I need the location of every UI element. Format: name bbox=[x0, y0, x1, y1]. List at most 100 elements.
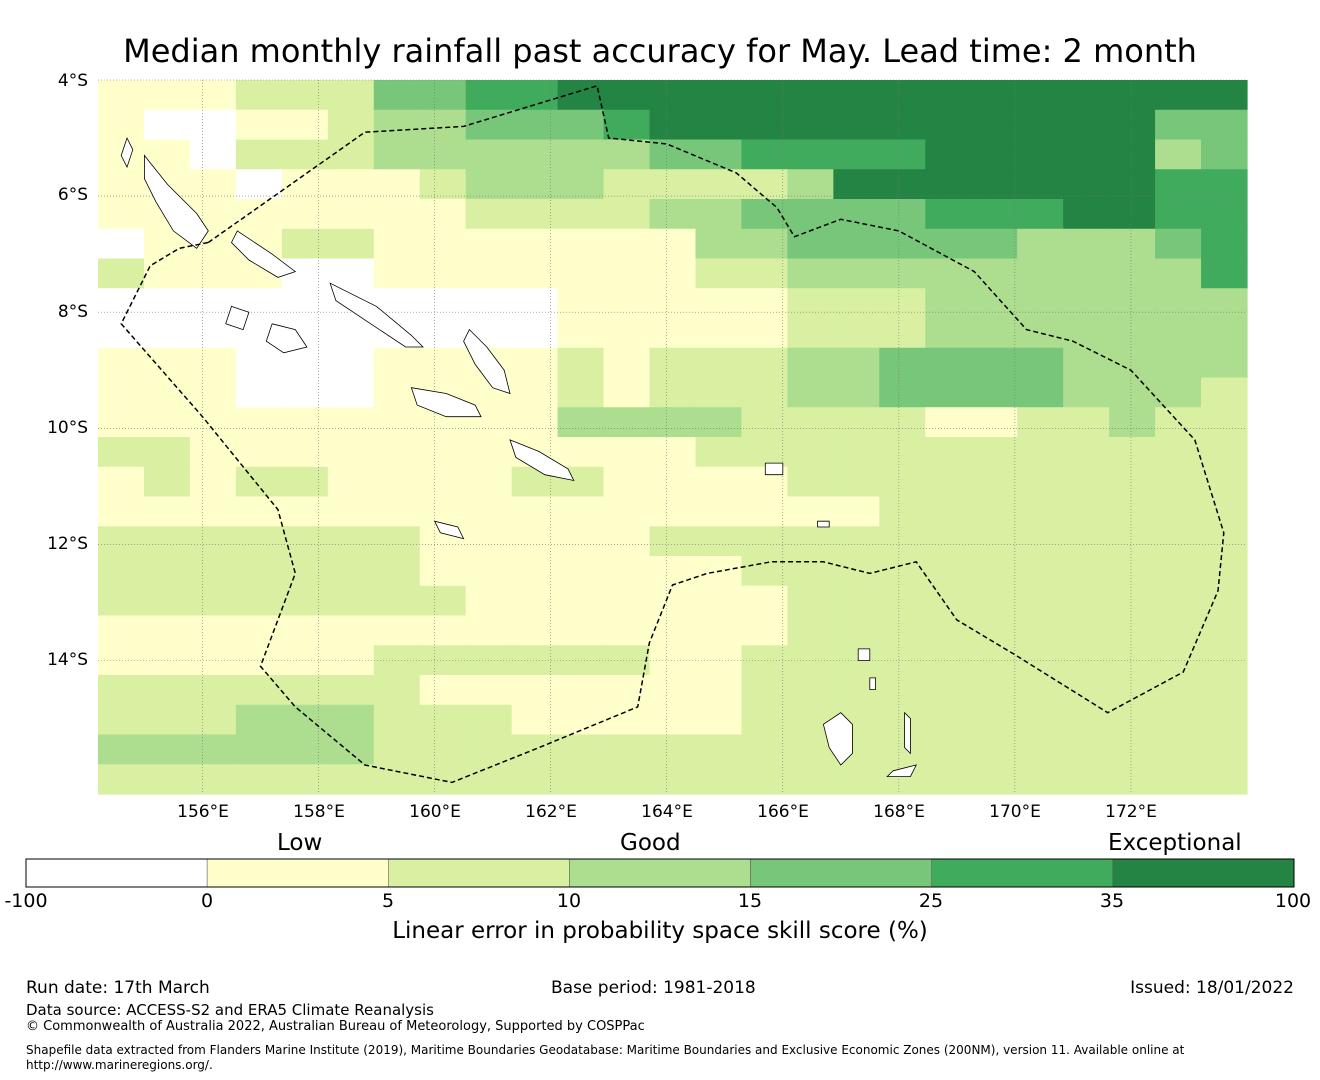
grid-cell bbox=[373, 258, 421, 289]
grid-cell bbox=[373, 556, 421, 587]
lon-label-156e: 156°E bbox=[177, 802, 229, 822]
grid-cell bbox=[373, 199, 421, 230]
grid-cell bbox=[649, 139, 697, 170]
grid-cell bbox=[603, 615, 651, 646]
grid-cell bbox=[465, 526, 513, 557]
colorbar-tick: 25 bbox=[918, 890, 944, 912]
grid-cell bbox=[143, 407, 191, 438]
grid-cell bbox=[281, 615, 329, 646]
grid-cell bbox=[1201, 496, 1248, 527]
grid-cell bbox=[971, 615, 1018, 646]
grid-cell bbox=[833, 80, 880, 111]
grid-cell bbox=[281, 139, 329, 170]
grid-cell bbox=[1201, 199, 1248, 230]
grid-cell bbox=[695, 764, 743, 795]
grid-cell bbox=[327, 109, 375, 141]
grid-cell bbox=[1155, 199, 1202, 230]
grid-cell bbox=[327, 169, 375, 200]
grid-cell bbox=[833, 764, 880, 795]
grid-cell bbox=[603, 199, 651, 230]
grid-cell bbox=[787, 466, 834, 498]
grid-cell bbox=[879, 675, 926, 706]
grid-cell bbox=[419, 496, 467, 527]
grid-cell bbox=[189, 258, 237, 289]
grid-cell bbox=[925, 347, 972, 379]
grid-cell bbox=[879, 80, 926, 111]
grid-cell bbox=[971, 80, 1018, 111]
grid-cell bbox=[281, 496, 329, 527]
grid-cell bbox=[833, 615, 880, 646]
grid-cell bbox=[1063, 556, 1110, 587]
grid-cell bbox=[787, 288, 834, 319]
grid-cell bbox=[1017, 347, 1064, 379]
grid-cell bbox=[1063, 109, 1110, 141]
grid-cell bbox=[189, 466, 237, 498]
grid-cell bbox=[787, 675, 834, 706]
grid-cell bbox=[557, 228, 605, 260]
grid-cell bbox=[235, 139, 283, 170]
grid-cell bbox=[1063, 228, 1110, 260]
grid-cell bbox=[511, 675, 559, 706]
grid-cell bbox=[98, 109, 145, 141]
grid-cell bbox=[557, 526, 605, 557]
grid-cell bbox=[741, 615, 788, 646]
grid-cell bbox=[1109, 645, 1156, 676]
grid-cell bbox=[649, 645, 697, 676]
lon-label-168e: 168°E bbox=[873, 802, 925, 822]
grid-cell bbox=[925, 139, 972, 170]
grid-cell bbox=[925, 645, 972, 676]
grid-cell bbox=[833, 466, 880, 498]
grid-cell bbox=[833, 437, 880, 468]
grid-cell bbox=[695, 80, 743, 111]
grid-cell bbox=[925, 288, 972, 319]
grid-cell bbox=[511, 704, 559, 736]
grid-cell bbox=[741, 139, 788, 170]
grid-cell bbox=[373, 109, 421, 141]
grid-cell bbox=[1109, 139, 1156, 170]
lat-label-10s: 10°S bbox=[47, 418, 88, 438]
grid-cell bbox=[1201, 258, 1248, 289]
grid-cell bbox=[925, 585, 972, 617]
grid-cell bbox=[787, 764, 834, 795]
grid-cell bbox=[1017, 556, 1064, 587]
grid-cell bbox=[971, 526, 1018, 557]
grid-cell bbox=[557, 764, 605, 795]
lon-label-170e: 170°E bbox=[989, 802, 1041, 822]
grid-cell bbox=[1155, 318, 1202, 349]
grid-cell bbox=[925, 466, 972, 498]
grid-cell bbox=[1063, 377, 1110, 408]
grid-cell bbox=[1063, 199, 1110, 230]
grid-cell bbox=[189, 377, 237, 408]
grid-cell bbox=[327, 377, 375, 408]
grid-cell bbox=[235, 675, 283, 706]
grid-cell bbox=[511, 80, 559, 111]
grid-cell bbox=[189, 407, 237, 438]
grid-cell bbox=[281, 407, 329, 438]
grid-cell bbox=[649, 407, 697, 438]
grid-cell bbox=[419, 615, 467, 646]
grid-cell bbox=[327, 556, 375, 587]
grid-cell bbox=[833, 585, 880, 617]
grid-cell bbox=[235, 645, 283, 676]
island-outline bbox=[265, 323, 308, 354]
grid-cell bbox=[281, 466, 329, 498]
grid-cell bbox=[741, 704, 788, 736]
grid-cell bbox=[235, 199, 283, 230]
grid-cell bbox=[1201, 139, 1248, 170]
grid-cell bbox=[465, 169, 513, 200]
grid-cell bbox=[741, 377, 788, 408]
grid-cell bbox=[98, 675, 145, 706]
grid-cell bbox=[603, 675, 651, 706]
grid-cell bbox=[1155, 228, 1202, 260]
grid-cell bbox=[1201, 437, 1248, 468]
grid-cell bbox=[1109, 109, 1156, 141]
grid-cell bbox=[557, 199, 605, 230]
grid-cell bbox=[741, 556, 788, 587]
grid-cell bbox=[833, 556, 880, 587]
grid-cell bbox=[327, 704, 375, 736]
coastlines bbox=[120, 136, 917, 777]
grid-cell bbox=[1109, 288, 1156, 319]
grid-cell bbox=[695, 407, 743, 438]
grid-cell bbox=[695, 288, 743, 319]
grid-cell bbox=[879, 347, 926, 379]
